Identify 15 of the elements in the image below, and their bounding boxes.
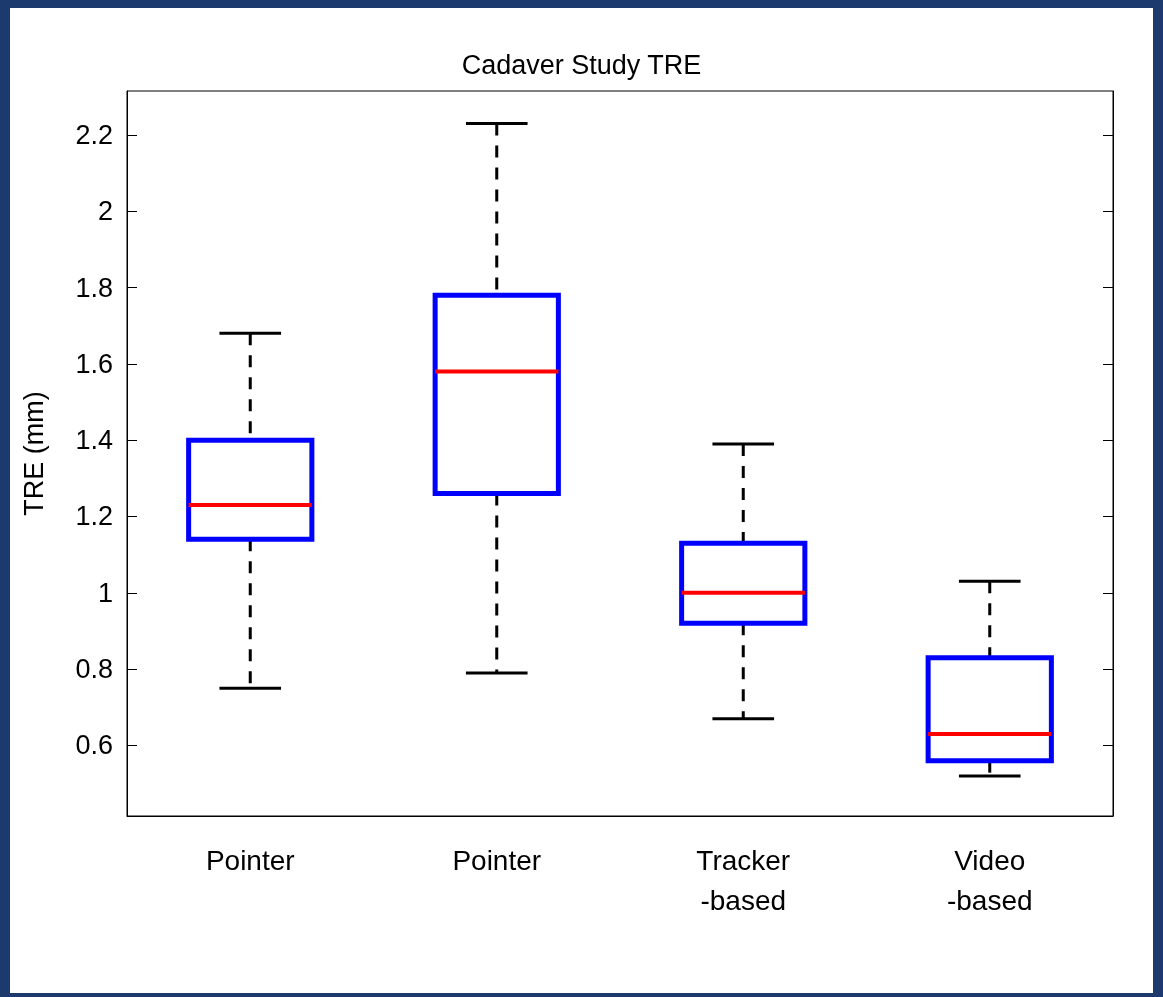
y-tick-label: 1 — [97, 577, 113, 608]
x-tick-label: Pointer — [452, 844, 542, 876]
y-tick-label: 1.2 — [75, 501, 113, 532]
y-tick-label: 0.6 — [75, 730, 113, 761]
y-axis-title: TRE (mm) — [18, 391, 49, 516]
y-tick-label: 1.6 — [75, 348, 113, 379]
y-tick-label: 1.4 — [75, 425, 113, 456]
y-tick-label: 1.8 — [75, 272, 113, 303]
x-tick-label: Pointer — [205, 844, 295, 876]
chart-title: Cadaver Study TRE — [461, 49, 702, 80]
x-tick-label: Video -based — [946, 844, 1033, 916]
y-tick-label: 2.2 — [75, 119, 113, 150]
y-tick-label: 2 — [97, 196, 113, 227]
y-tick-label: 0.8 — [75, 654, 113, 685]
x-tick-label: Tracker -based — [696, 844, 791, 916]
